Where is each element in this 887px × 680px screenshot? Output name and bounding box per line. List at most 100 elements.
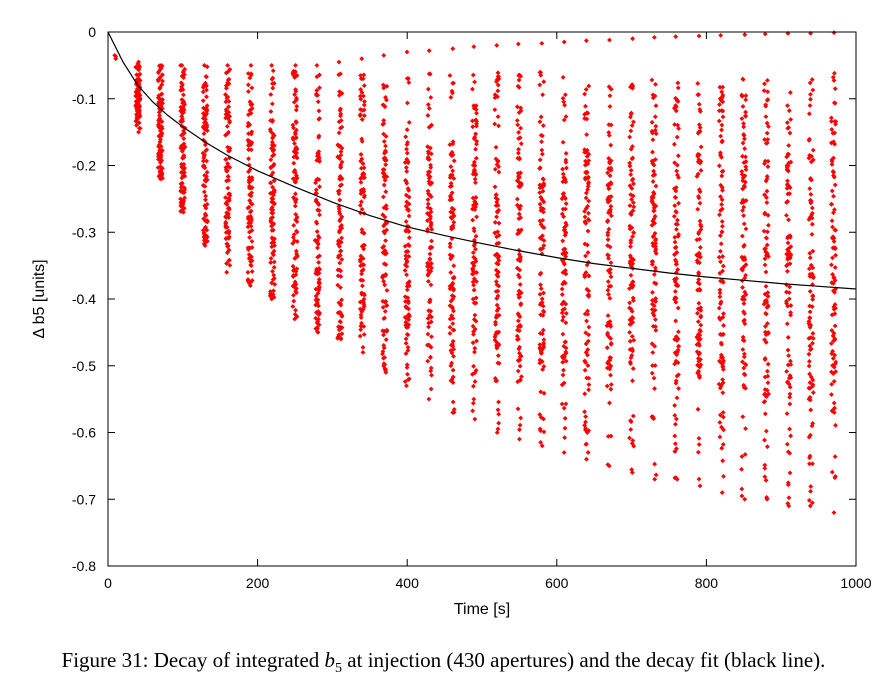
scatter-point [717, 102, 722, 107]
scatter-point [832, 454, 838, 460]
scatter-point [181, 146, 187, 152]
scatter-point [382, 282, 388, 288]
scatter-point [583, 360, 588, 365]
scatter-point [402, 379, 408, 384]
scatter-point [404, 321, 410, 327]
scatter-point [541, 337, 547, 343]
scatter-point [181, 141, 187, 147]
scatter-point [269, 196, 275, 201]
scatter-point [559, 196, 565, 202]
scatter-point [605, 230, 611, 236]
scatter-point [608, 324, 614, 329]
scatter-point [518, 125, 524, 131]
scatter-point [742, 146, 748, 151]
scatter-point [204, 64, 210, 70]
scatter-point [716, 305, 722, 311]
scatter-point [245, 143, 251, 148]
scatter-point [247, 167, 253, 173]
scatter-point [583, 158, 588, 164]
scatter-point [246, 147, 251, 153]
scatter-point [560, 171, 566, 177]
scatter-point [650, 290, 655, 295]
scatter-point [586, 216, 591, 222]
scatter-point [380, 351, 385, 357]
scatter-point [517, 184, 523, 190]
scatter-point [202, 211, 208, 217]
scatter-point [404, 365, 410, 370]
scatter-point [653, 157, 658, 162]
scatter-point [204, 147, 210, 153]
scatter-point [294, 253, 300, 259]
scatter-point [832, 323, 838, 329]
scatter-point [515, 272, 521, 278]
scatter-point [249, 190, 255, 196]
scatter-point [517, 422, 523, 428]
scatter-point [788, 358, 793, 364]
scatter-point [674, 104, 679, 110]
scatter-point [538, 270, 544, 276]
scatter-point [270, 184, 275, 190]
scatter-point [474, 141, 479, 147]
scatter-point [605, 170, 611, 176]
scatter-point [607, 37, 612, 43]
scatter-point [653, 327, 659, 333]
scatter-point [608, 433, 614, 439]
scatter-point [204, 94, 209, 100]
scatter-point [540, 367, 545, 372]
scatter-point [807, 186, 813, 191]
scatter-point [359, 309, 365, 315]
scatter-point [743, 97, 749, 103]
scatter-point [472, 176, 478, 182]
scatter-point [357, 257, 363, 263]
scatter-point [518, 415, 524, 421]
scatter-point [672, 239, 678, 245]
scatter-point [425, 358, 431, 364]
scatter-point [630, 36, 636, 42]
scatter-point [743, 426, 748, 431]
scatter-point [357, 93, 363, 99]
scatter-point [358, 76, 364, 82]
scatter-point [718, 133, 724, 139]
scatter-point [717, 434, 723, 440]
scatter-point [225, 244, 230, 249]
scatter-point [291, 195, 296, 200]
scatter-point [293, 248, 299, 254]
scatter-point [807, 197, 813, 203]
scatter-point [223, 70, 229, 76]
scatter-point [627, 163, 633, 169]
scatter-point [404, 362, 410, 368]
scatter-point [339, 159, 345, 165]
scatter-point [337, 260, 343, 266]
scatter-point [717, 152, 723, 158]
scatter-point [696, 476, 702, 482]
scatter-point [471, 332, 476, 337]
scatter-point [673, 421, 678, 427]
scatter-point [271, 152, 277, 158]
scatter-point [247, 192, 252, 198]
scatter-point [743, 385, 748, 391]
scatter-point [293, 120, 299, 126]
scatter-point [832, 119, 838, 124]
scatter-point [676, 126, 682, 131]
scatter-point [832, 130, 838, 136]
scatter-point [135, 95, 141, 101]
scatter-point [470, 124, 476, 130]
scatter-point [559, 286, 565, 292]
scatter-point [672, 234, 678, 240]
scatter-point [450, 367, 456, 373]
x-tick-label: 400 [396, 575, 420, 591]
scatter-point [607, 357, 613, 363]
scatter-point [134, 122, 139, 128]
scatter-point [697, 281, 702, 287]
scatter-point [516, 77, 522, 83]
scatter-point [271, 80, 277, 86]
scatter-point [765, 158, 771, 164]
scatter-point [833, 359, 839, 365]
scatter-point [630, 83, 636, 89]
scatter-point [741, 121, 746, 126]
scatter-point [359, 271, 364, 277]
scatter-point [653, 472, 659, 478]
scatter-point [314, 266, 320, 272]
scatter-point [447, 73, 453, 78]
scatter-point [493, 192, 499, 198]
